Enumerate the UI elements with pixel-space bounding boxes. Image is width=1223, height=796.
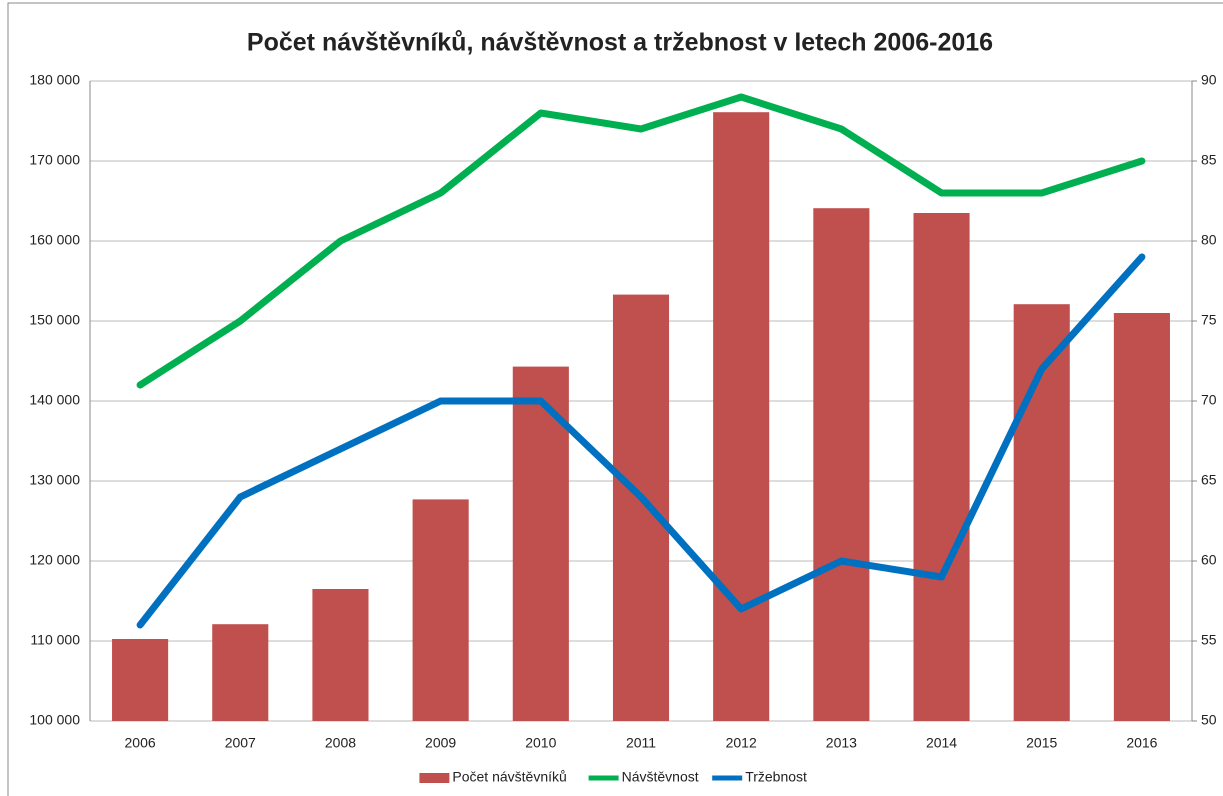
y-tick-label: 180 000 (29, 72, 80, 88)
line (136, 253, 1146, 629)
line (136, 93, 1146, 389)
y2-tick-label: 75 (1201, 312, 1217, 328)
bar (1113, 313, 1170, 721)
x-tick-label: 2015 (1026, 735, 1057, 751)
bar (813, 208, 870, 721)
x-tick-label: 2010 (525, 735, 556, 751)
x-tick-label: 2011 (626, 735, 656, 751)
legend-label: Tržebnost (745, 769, 807, 785)
y-tick-label: 120 000 (29, 552, 80, 568)
y2-tick-label: 80 (1201, 232, 1217, 248)
y2-tick-label: 50 (1201, 712, 1217, 728)
x-tick-label: 2009 (425, 735, 456, 751)
bar (713, 112, 770, 721)
y2-tick-label: 55 (1201, 632, 1217, 648)
y-tick-label: 160 000 (29, 232, 80, 248)
y2-tick-label: 90 (1201, 72, 1217, 88)
x-tick-label: 2006 (125, 735, 156, 751)
bar (512, 366, 569, 721)
x-tick-label: 2012 (726, 735, 757, 751)
y-tick-label: 100 000 (29, 712, 80, 728)
bar (112, 639, 169, 721)
legend-swatch (419, 773, 450, 783)
bar (212, 624, 269, 721)
y2-tick-label: 65 (1201, 472, 1217, 488)
y-tick-label: 110 000 (30, 632, 80, 648)
y2-tick-label: 85 (1201, 152, 1217, 168)
x-tick-label: 2014 (926, 735, 957, 751)
bar (913, 213, 970, 721)
x-tick-label: 2016 (1126, 735, 1157, 751)
y-tick-label: 130 000 (29, 472, 80, 488)
y-tick-label: 170 000 (29, 152, 80, 168)
legend-label: Návštěvnost (622, 769, 699, 785)
legend-label: Počet návštěvníků (452, 769, 566, 785)
x-tick-label: 2008 (325, 735, 356, 751)
y2-tick-label: 70 (1201, 392, 1217, 408)
bar (412, 499, 469, 721)
y2-tick-label: 60 (1201, 552, 1217, 568)
x-tick-label: 2007 (225, 735, 256, 751)
bar (312, 589, 369, 721)
bar (612, 294, 670, 721)
y-tick-label: 140 000 (29, 392, 80, 408)
chart-title: Počet návštěvníků, návštěvnost a tržebno… (247, 29, 993, 57)
x-tick-label: 2013 (826, 735, 857, 751)
y-tick-label: 150 000 (29, 312, 80, 328)
